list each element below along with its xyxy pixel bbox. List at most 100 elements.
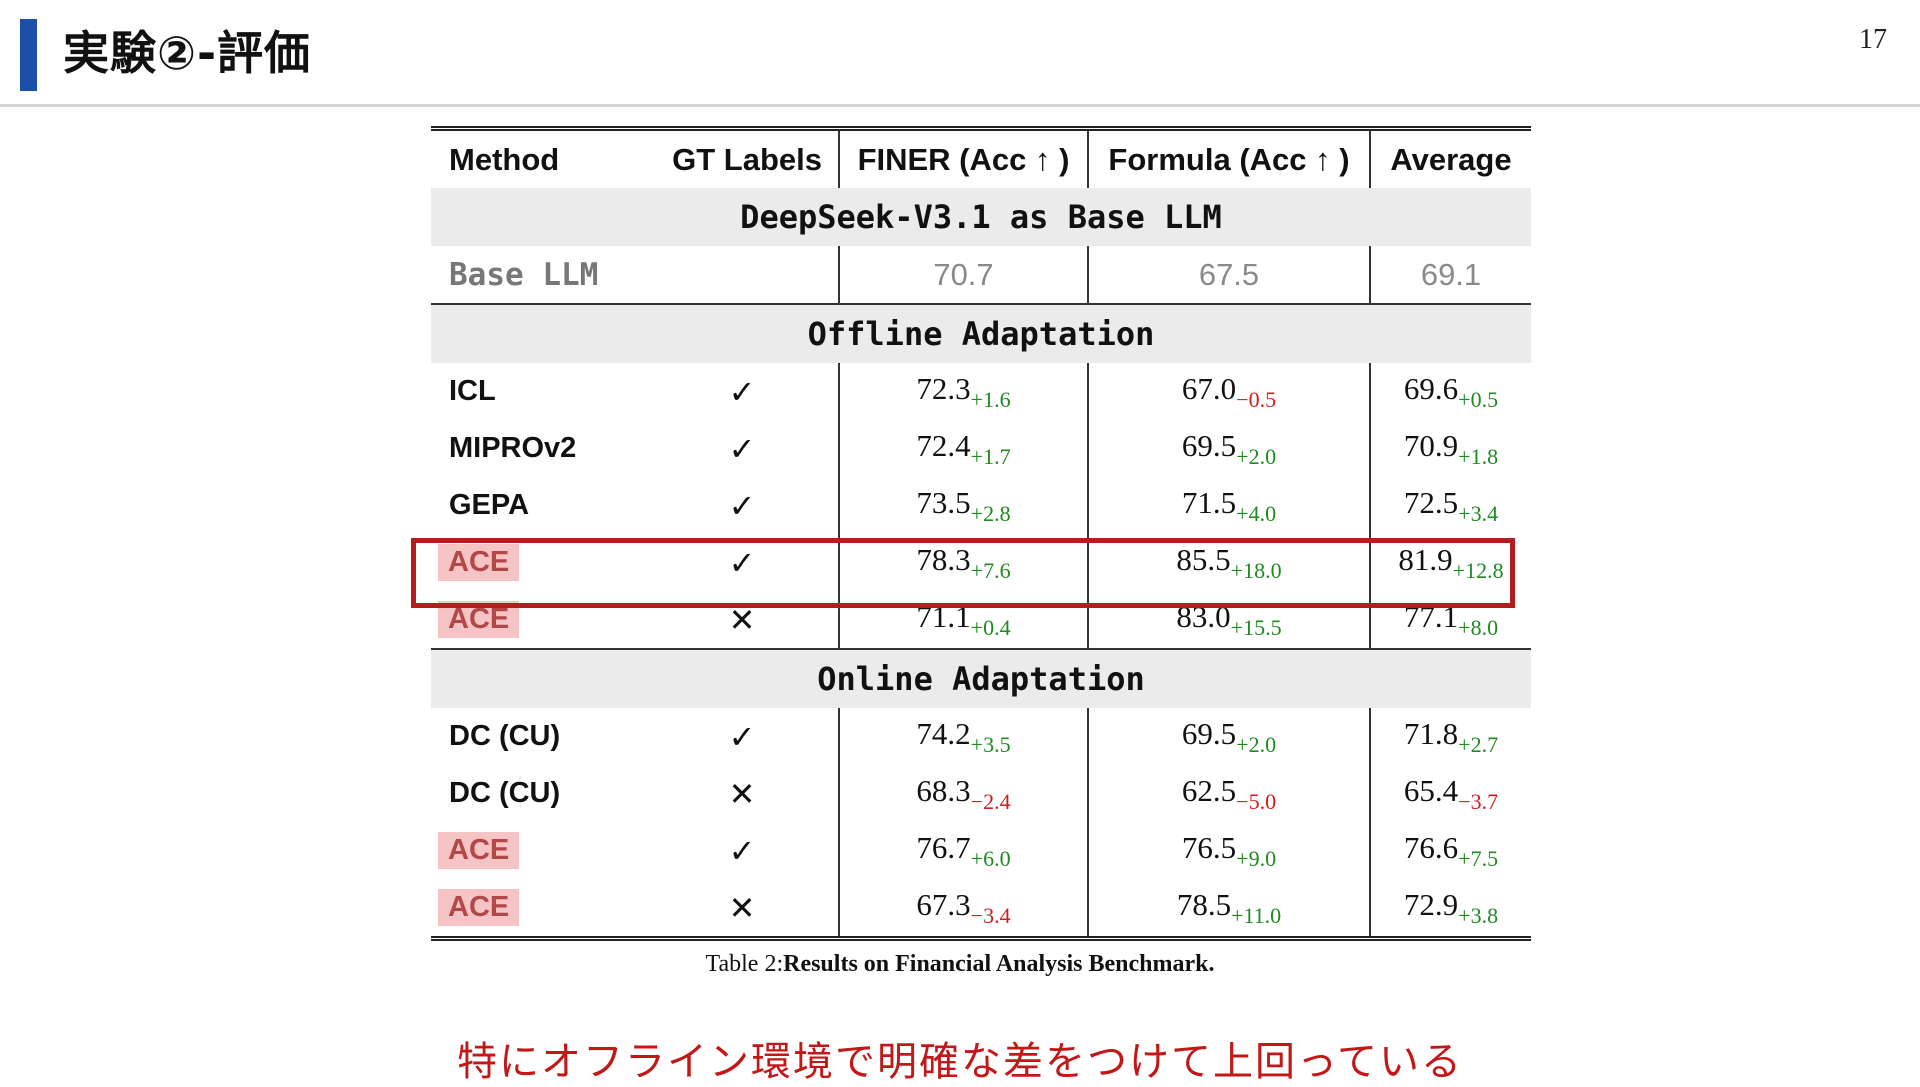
gt-cell <box>646 246 840 305</box>
delta-value: +7.6 <box>970 557 1011 583</box>
value: 69.6 <box>1403 370 1459 406</box>
value: 71.8 <box>1403 715 1459 751</box>
delta-value: +6.0 <box>970 845 1011 871</box>
check-icon: ✓ <box>728 486 756 525</box>
method-cell: ICL <box>449 375 496 407</box>
title-accent-bar <box>20 19 37 91</box>
delta-value: +0.4 <box>970 614 1011 640</box>
average-cell: 69.6+0.5 <box>1370 363 1531 420</box>
gt-cell: ✕ <box>646 765 840 822</box>
gt-cell: ✓ <box>646 477 840 534</box>
method-cell: ACE <box>431 534 646 591</box>
caption-prefix: Table 2: <box>705 951 784 977</box>
section-title: Offline Adaptation <box>431 304 1531 363</box>
section-row-online: Online Adaptation <box>431 649 1531 708</box>
value: 71.5 <box>1181 484 1237 520</box>
value: 73.5 <box>916 484 971 520</box>
delta-value: +9.0 <box>1236 845 1277 871</box>
value: 76.7 <box>916 829 971 865</box>
header-formula: Formula (Acc ↑ ) <box>1088 126 1371 188</box>
delta-value: +1.6 <box>970 386 1011 412</box>
online-rows: DC (CU) ✓ 74.2+3.5 69.5+2.0 71.8+2.7 DC (CU) ✕… <box>431 708 1531 941</box>
finer-cell: 72.3+1.6 <box>839 363 1089 420</box>
gt-cell: ✓ <box>646 708 840 765</box>
formula-cell: 62.5−5.0 <box>1088 765 1371 822</box>
average-cell: 72.9+3.8 <box>1370 879 1531 941</box>
finer-cell: 78.3+7.6 <box>839 534 1089 591</box>
value: 69.5 <box>1181 715 1237 751</box>
ace-method-badge: ACE <box>438 832 520 869</box>
check-icon: ✓ <box>728 717 756 756</box>
value: 72.3 <box>916 370 971 406</box>
page-number: 17 <box>1859 24 1887 55</box>
method-cell: DC (CU) <box>449 720 561 752</box>
finer-cell: 73.5+2.8 <box>839 477 1089 534</box>
delta-value: +12.8 <box>1452 557 1504 583</box>
section-row-base-llm: DeepSeek-V3.1 as Base LLM <box>431 188 1531 246</box>
delta-value: +2.7 <box>1458 731 1499 757</box>
average-cell: 65.4−3.7 <box>1370 765 1531 822</box>
slide-header: 実験②-評価 17 <box>0 0 1920 108</box>
check-icon: ✓ <box>728 372 756 411</box>
results-table-container: Method GT Labels FINER (Acc ↑ ) Formula … <box>431 126 1531 941</box>
delta-value: +18.0 <box>1230 557 1282 583</box>
header-method: Method <box>431 126 646 188</box>
table-row: ICL ✓ 72.3+1.6 67.0−0.5 69.6+0.5 <box>431 363 1531 420</box>
value: 67.3 <box>916 886 971 922</box>
table-row: DC (CU) ✓ 74.2+3.5 69.5+2.0 71.8+2.7 <box>431 708 1531 765</box>
finer-cell: 74.2+3.5 <box>839 708 1089 765</box>
formula-cell: 76.5+9.0 <box>1088 822 1371 879</box>
header-finer: FINER (Acc ↑ ) <box>839 126 1089 188</box>
section-title: DeepSeek-V3.1 as Base LLM <box>431 188 1531 246</box>
delta-value: +7.5 <box>1458 845 1499 871</box>
value: 78.5 <box>1176 886 1232 922</box>
delta-value: +3.5 <box>970 731 1011 757</box>
gt-cell: ✓ <box>646 420 840 477</box>
value: 69.5 <box>1181 427 1237 463</box>
value: 74.2 <box>916 715 971 751</box>
method-cell: Base LLM <box>431 246 646 305</box>
value: 78.3 <box>916 541 971 577</box>
delta-value: −2.4 <box>970 788 1011 814</box>
average-cell: 70.9+1.8 <box>1370 420 1531 477</box>
finer-cell: 68.3−2.4 <box>839 765 1089 822</box>
delta-value: +3.8 <box>1458 902 1499 928</box>
check-icon: ✓ <box>728 831 756 870</box>
delta-value: +8.0 <box>1458 614 1499 640</box>
value: 81.9 <box>1398 541 1453 577</box>
finer-cell: 67.3−3.4 <box>839 879 1089 941</box>
results-table: Method GT Labels FINER (Acc ↑ ) Formula … <box>431 126 1531 941</box>
finer-cell: 76.7+6.0 <box>839 822 1089 879</box>
value: 76.6 <box>1403 829 1459 865</box>
value: 62.5 <box>1181 772 1237 808</box>
ace-method-badge: ACE <box>438 889 520 926</box>
value: 72.5 <box>1403 484 1459 520</box>
table-row: DC (CU) ✕ 68.3−2.4 62.5−5.0 65.4−3.7 <box>431 765 1531 822</box>
formula-cell: 69.5+2.0 <box>1088 420 1371 477</box>
check-icon: ✓ <box>728 429 756 468</box>
delta-value: +2.0 <box>1236 731 1277 757</box>
delta-value: +1.8 <box>1458 443 1499 469</box>
finer-cell: 70.7 <box>839 246 1089 305</box>
average-cell: 69.1 <box>1370 246 1531 305</box>
gt-cell: ✓ <box>646 534 840 591</box>
average-cell: 76.6+7.5 <box>1370 822 1531 879</box>
table-caption: Table 2:Results on Financial Analysis Be… <box>0 951 1920 978</box>
finer-cell: 71.1+0.4 <box>839 591 1089 650</box>
header-average: Average <box>1370 126 1531 188</box>
ace-highlight-box <box>411 538 1515 608</box>
gt-cell: ✓ <box>646 822 840 879</box>
method-cell: MIPROv2 <box>449 432 577 464</box>
table-header-row: Method GT Labels FINER (Acc ↑ ) Formula … <box>431 126 1531 188</box>
value: 76.5 <box>1181 829 1237 865</box>
check-icon: ✓ <box>728 543 756 582</box>
slide-title: 実験②-評価 <box>63 26 312 80</box>
delta-value: +3.4 <box>1458 500 1499 526</box>
formula-cell: 78.5+11.0 <box>1088 879 1371 941</box>
conclusion-note: 特にオフライン環境で明確な差をつけて上回っている <box>457 1039 1463 1085</box>
caption-title: Results on Financial Analysis Benchmark. <box>783 951 1215 977</box>
value: 72.9 <box>1403 886 1459 922</box>
method-cell: ACE <box>431 879 646 941</box>
table-row: ACE ✓ 76.7+6.0 76.5+9.0 76.6+7.5 <box>431 822 1531 879</box>
delta-value: −3.7 <box>1458 788 1499 814</box>
